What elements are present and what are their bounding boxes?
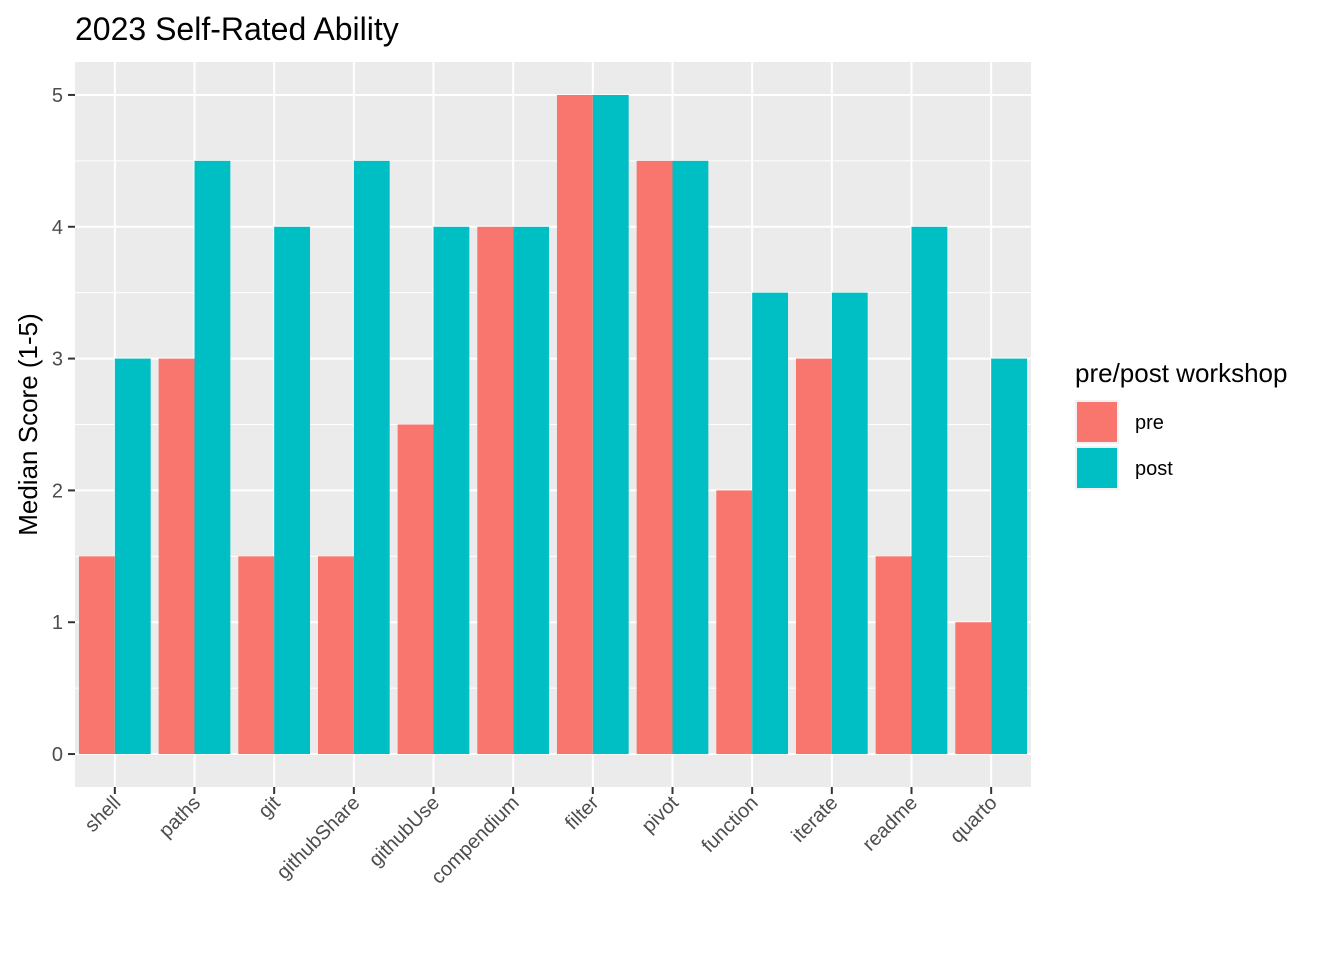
x-tick-label: readme	[859, 792, 923, 856]
x-tick-label: git	[254, 792, 285, 823]
chart-title: 2023 Self-Rated Ability	[75, 11, 399, 47]
bar-post-paths	[194, 160, 231, 755]
x-tick-label: shell	[81, 792, 126, 837]
bar-pre-quarto	[955, 622, 992, 755]
bar-pre-paths	[158, 358, 195, 755]
bar-post-pivot	[672, 160, 709, 755]
bar-pre-function	[716, 490, 753, 755]
bar-pre-readme	[875, 556, 912, 755]
y-tick-label: 4	[52, 217, 63, 239]
bar-pre-filter	[556, 94, 593, 755]
y-axis-title: Median Score (1-5)	[13, 313, 43, 536]
legend-key-post	[1077, 448, 1117, 488]
bar-pre-iterate	[795, 358, 832, 755]
bar-pre-git	[238, 556, 275, 755]
minor-gridlines	[75, 160, 1031, 689]
bar-post-githubShare	[353, 160, 390, 755]
y-tick-label: 3	[52, 349, 63, 371]
bar-pre-pivot	[636, 160, 673, 755]
x-tick-label: function	[698, 792, 763, 857]
bars	[78, 94, 1028, 755]
x-tick-label: githubUse	[365, 792, 444, 871]
bar-post-iterate	[831, 292, 868, 755]
x-tick-label: quarto	[946, 792, 1002, 848]
legend: pre/post workshop pre post	[1075, 358, 1287, 490]
bar-post-compendium	[513, 226, 550, 755]
bar-post-quarto	[991, 358, 1028, 755]
y-tick-label: 1	[52, 612, 63, 634]
x-tick-label: pivot	[638, 792, 684, 838]
legend-key-pre	[1077, 402, 1117, 442]
legend-label-pre: pre	[1135, 412, 1164, 434]
y-tick-label: 0	[52, 744, 63, 766]
bar-post-githubUse	[433, 226, 470, 755]
x-tick-label: iterate	[788, 792, 843, 847]
x-tick-label: filter	[561, 792, 604, 835]
bar-post-readme	[911, 226, 948, 755]
y-axis: 0 1 2 3 4 5	[52, 85, 75, 766]
legend-label-post: post	[1135, 458, 1173, 480]
y-tick-label: 2	[52, 480, 63, 502]
bar-post-filter	[592, 94, 629, 755]
bar-pre-shell	[78, 556, 115, 755]
bar-pre-compendium	[477, 226, 514, 755]
bar-post-shell	[114, 358, 151, 755]
bar-pre-githubUse	[397, 424, 434, 755]
bar-post-function	[752, 292, 789, 755]
x-tick-label: paths	[155, 792, 205, 842]
bar-pre-githubShare	[317, 556, 354, 755]
y-tick-label: 5	[52, 85, 63, 107]
legend-title: pre/post workshop	[1075, 358, 1287, 388]
bar-post-git	[274, 226, 311, 755]
x-tick-label: githubShare	[273, 792, 365, 884]
